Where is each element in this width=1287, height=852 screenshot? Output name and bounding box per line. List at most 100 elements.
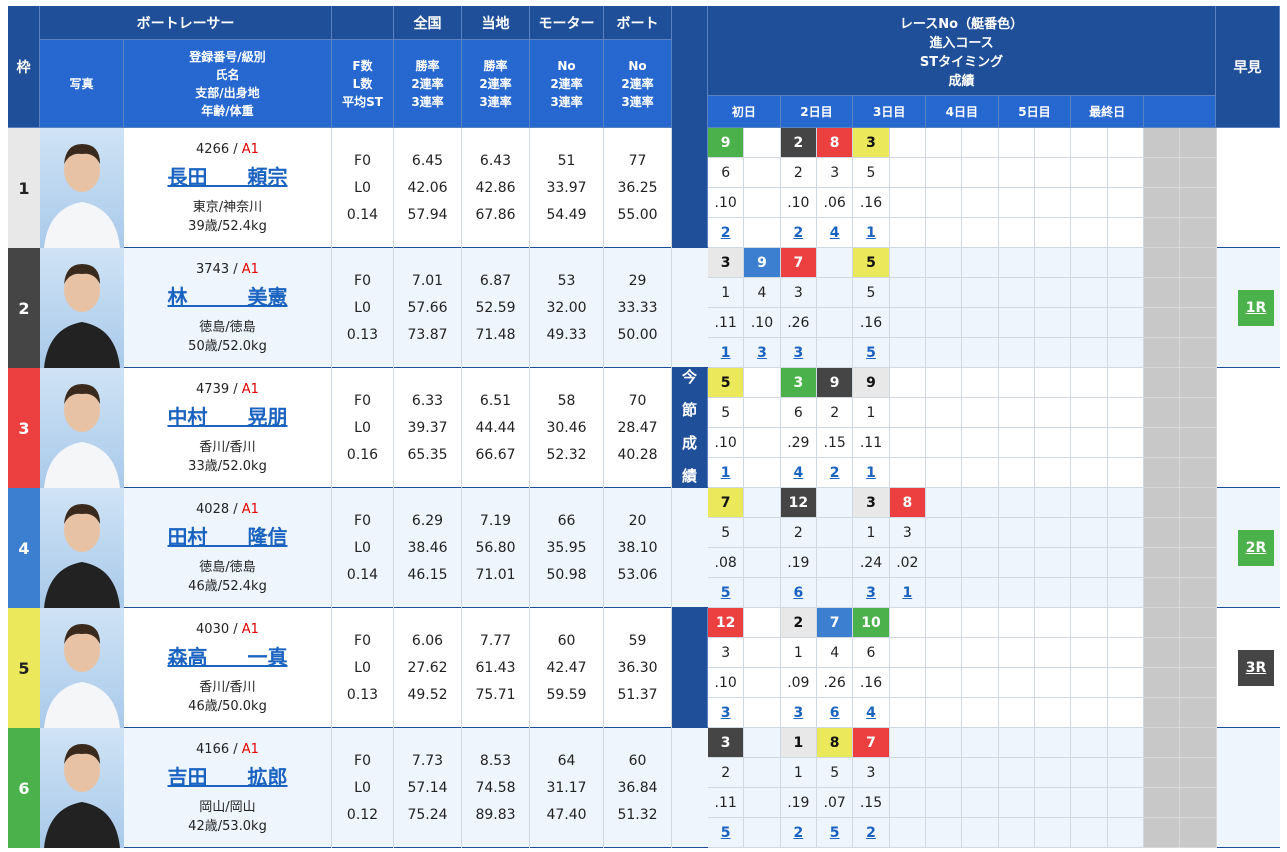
rank-link[interactable]: 2: [793, 824, 804, 841]
class-badge: A1: [241, 142, 259, 157]
age-weight: 46歳/50.0kg: [188, 699, 267, 714]
stat-value: 51: [557, 153, 576, 169]
stat-value: 7.01: [411, 273, 444, 289]
course-cell: 1: [780, 638, 817, 668]
rank-cell: [1144, 698, 1181, 728]
race-no-cell: [998, 128, 1035, 158]
course-cell: 2: [708, 758, 745, 788]
age-weight: 42歳/53.0kg: [188, 819, 267, 834]
stat-value: 36.84: [617, 780, 658, 796]
course-cell: [1144, 158, 1181, 188]
motor-stats: 53 32.00 49.33: [530, 248, 604, 368]
rank-link[interactable]: 4: [866, 704, 876, 721]
stat-value: 75.71: [475, 687, 516, 703]
rank-link[interactable]: 1: [866, 464, 876, 481]
header-line: 績: [681, 467, 697, 485]
stat-value: 0.13: [346, 327, 379, 343]
st-cell: [998, 548, 1035, 578]
rank-cell: [998, 458, 1035, 488]
st-cell: [1180, 188, 1217, 218]
local-stats: 7.77 61.43 75.71: [462, 608, 530, 728]
course-cell: [926, 158, 963, 188]
rank-cell: [744, 458, 781, 488]
race-no-cell: [1035, 728, 1072, 758]
rank-cell: 2: [780, 218, 817, 248]
race-no-cell: [817, 248, 854, 278]
course-cell: 5: [708, 398, 745, 428]
racer-name-link[interactable]: 中村 晃朋: [167, 405, 288, 429]
local-stats: 7.19 56.80 71.01: [462, 488, 530, 608]
stat-value: 55.00: [617, 207, 658, 223]
race-no-cell: [744, 368, 781, 398]
rank-link[interactable]: 5: [829, 824, 840, 841]
rank-cell: [1180, 458, 1217, 488]
rank-link[interactable]: 1: [866, 224, 876, 241]
rank-link[interactable]: 2: [866, 824, 876, 841]
rank-link[interactable]: 3: [866, 584, 876, 601]
course-cell: [817, 518, 854, 548]
rank-link[interactable]: 4: [793, 464, 804, 481]
hayami-race-button[interactable]: 1R: [1238, 290, 1274, 326]
st-cell: [1180, 428, 1217, 458]
rank-link[interactable]: 3: [793, 704, 804, 721]
stat-value: 6.51: [479, 393, 512, 409]
header-line: 勝率: [415, 58, 440, 73]
rank-cell: [1071, 458, 1108, 488]
rank-cell: [1180, 698, 1217, 728]
st-cell: [926, 308, 963, 338]
rank-link[interactable]: 2: [720, 224, 731, 241]
rank-link[interactable]: 5: [720, 824, 731, 841]
rank-cell: [998, 218, 1035, 248]
racer-name-link[interactable]: 田村 隆信: [167, 525, 288, 549]
waku-number: 1: [8, 128, 40, 248]
stat-value: 70: [628, 393, 647, 409]
rank-link[interactable]: 1: [902, 584, 913, 601]
rank-link[interactable]: 6: [793, 584, 804, 601]
rank-link[interactable]: 3: [793, 344, 804, 361]
course-cell: 3: [817, 158, 854, 188]
course-cell: [817, 278, 854, 308]
race-no-cell: [998, 248, 1035, 278]
racer-name-link[interactable]: 吉田 拡郎: [167, 765, 288, 789]
race-no-cell: [1107, 488, 1144, 518]
rank-link[interactable]: 5: [720, 584, 731, 601]
rank-link[interactable]: 2: [793, 224, 804, 241]
course-cell: [998, 158, 1035, 188]
reg-class: 4739 / A1: [196, 382, 259, 397]
racer-name-link[interactable]: 森高 一真: [167, 645, 288, 669]
race-no-cell: [744, 608, 781, 638]
rank-link[interactable]: 5: [866, 344, 876, 361]
rank-link[interactable]: 3: [757, 344, 767, 361]
stat-value: 42.86: [475, 180, 516, 196]
rank-link[interactable]: 1: [720, 464, 731, 481]
course-cell: [998, 518, 1035, 548]
separator: /: [229, 142, 242, 157]
rank-cell: 1: [708, 458, 745, 488]
stat-value: 50.00: [617, 327, 658, 343]
rank-link[interactable]: 4: [829, 224, 840, 241]
hayami-race-button[interactable]: 2R: [1238, 530, 1274, 566]
st-cell: [1107, 668, 1144, 698]
rank-cell: 2: [708, 218, 745, 248]
race-no-cell: [889, 248, 926, 278]
race-no-cell: [744, 128, 781, 158]
course-cell: [1035, 158, 1072, 188]
hayami-race-button[interactable]: 3R: [1238, 650, 1274, 686]
racer-info: 4266 / A1 長田 頼宗 東京/神奈川 39歳/52.4kg: [124, 128, 332, 248]
course-cell: [1035, 278, 1072, 308]
racer-name-link[interactable]: 林 美憲: [167, 285, 288, 309]
course-cell: [1180, 638, 1217, 668]
rank-cell: [817, 338, 854, 368]
stat-value: 33.33: [617, 300, 658, 316]
fl-stats: F0 L0 0.14: [332, 488, 394, 608]
race-no-cell: 3: [853, 128, 890, 158]
rank-link[interactable]: 1: [720, 344, 731, 361]
stat-value: 52.59: [475, 300, 516, 316]
header-loc-sub: 勝率 2連率 3連率: [462, 40, 530, 128]
rank-link[interactable]: 6: [829, 704, 840, 721]
national-stats: 7.01 57.66 73.87: [394, 248, 462, 368]
rank-link[interactable]: 2: [829, 464, 840, 481]
rank-link[interactable]: 3: [720, 704, 731, 721]
course-cell: [1144, 518, 1181, 548]
racer-name-link[interactable]: 長田 頼宗: [167, 165, 288, 189]
